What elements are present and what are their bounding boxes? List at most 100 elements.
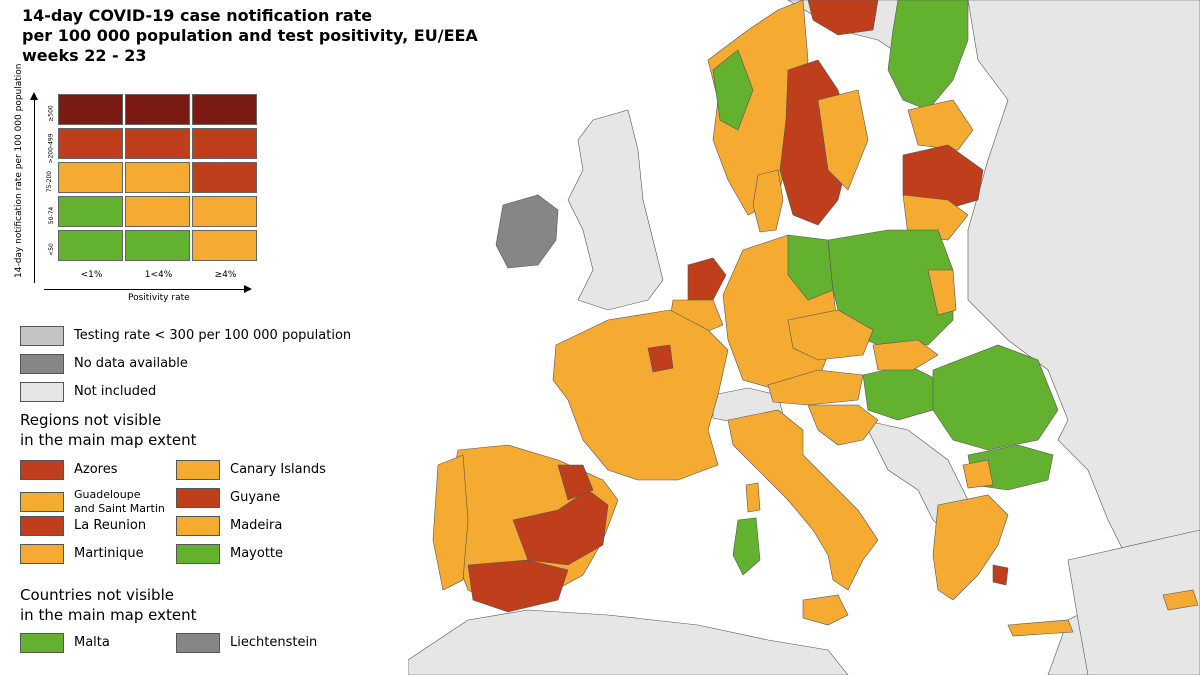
region-slovenia-croatia — [807, 404, 879, 446]
region-andalusia — [467, 559, 569, 613]
legend-item: Guyane — [176, 488, 280, 508]
region-slovakia — [872, 339, 939, 371]
europe-map — [408, 0, 1200, 675]
title-line-2: per 100 000 population and test positivi… — [22, 26, 478, 45]
region-spain-central — [512, 489, 609, 566]
matrix-cell — [192, 196, 257, 227]
legend-label: Malta — [74, 635, 110, 650]
region-netherlands — [687, 257, 727, 301]
y-tick: ≥500 — [47, 105, 55, 122]
matrix-cell — [125, 162, 190, 193]
legend-swatch — [20, 460, 64, 480]
region-ireland — [495, 194, 559, 269]
matrix-cell — [58, 230, 123, 261]
region-poland-east — [927, 269, 957, 316]
legend-swatch — [20, 633, 64, 653]
y-tick: >200-499 — [47, 133, 55, 164]
title-line-1: 14-day COVID-19 case notification rate — [22, 6, 373, 25]
legend-swatch — [20, 354, 64, 374]
matrix-cell — [125, 196, 190, 227]
matrix-cell — [125, 94, 190, 125]
y-tick: <50 — [47, 243, 55, 256]
matrix-cell — [192, 94, 257, 125]
region-aragon — [557, 464, 594, 501]
legend-item: Mayotte — [176, 544, 283, 564]
legend-label: Azores — [74, 462, 118, 477]
region-cyprus — [1162, 589, 1199, 611]
region-norway-north — [712, 49, 754, 131]
region-sicily — [802, 594, 849, 626]
map-title: 14-day COVID-19 case notification rate p… — [22, 6, 478, 66]
matrix-cell — [58, 128, 123, 159]
region-ile-de-france — [647, 344, 674, 373]
legend-swatch — [20, 326, 64, 346]
region-hungary — [862, 364, 939, 421]
region-germany-north-east — [787, 234, 834, 301]
y-tick: 50-74 — [48, 206, 56, 225]
x-axis-arrow — [44, 289, 246, 290]
legend-item: Azores — [20, 460, 118, 480]
countries-heading-line-1: Countries not visible — [20, 586, 174, 604]
region-sweden-east — [817, 89, 869, 191]
title-line-3: weeks 22 - 23 — [22, 46, 147, 65]
landmass-uk — [567, 109, 664, 311]
regions-heading: Regions not visible in the main map exte… — [20, 410, 197, 450]
rate-positivity-matrix: 14-day notification rate per 100 000 pop… — [0, 63, 280, 313]
legend-swatch — [176, 633, 220, 653]
y-axis-title: 14-day notification rate per 100 000 pop… — [14, 63, 24, 278]
matrix-cell — [58, 162, 123, 193]
matrix-cell — [192, 162, 257, 193]
matrix-cell — [192, 128, 257, 159]
legend-label: Mayotte — [230, 546, 284, 561]
region-portugal — [432, 454, 469, 591]
legend-swatch — [176, 544, 220, 564]
matrix-cell — [192, 230, 257, 261]
y-arrow-head-icon — [30, 92, 38, 100]
region-italy — [727, 409, 879, 591]
legend-label: Testing rate < 300 per 100 000 populatio… — [74, 328, 352, 343]
landmass-north-africa — [408, 609, 849, 675]
region-corsica — [745, 482, 761, 513]
region-bulgaria-west — [962, 459, 994, 489]
legend-swatch — [176, 516, 220, 536]
legend-swatch — [176, 460, 220, 480]
legend-item: Malta — [20, 633, 110, 653]
region-sweden-north — [807, 0, 879, 36]
legend-item: Madeira — [176, 516, 282, 536]
legend-item: La Reunion — [20, 516, 146, 536]
legend-label: No data available — [74, 356, 188, 371]
legend-swatch — [20, 516, 64, 536]
y-tick: 75-200 — [46, 170, 54, 193]
region-romania — [932, 344, 1059, 451]
legend-swatch — [20, 544, 64, 564]
legend-label: La Reunion — [74, 518, 147, 533]
region-greece — [932, 494, 1009, 601]
legend-item: Martinique — [20, 544, 144, 564]
regions-heading-line-1: Regions not visible — [20, 411, 162, 429]
matrix-cell — [125, 230, 190, 261]
legend-swatch — [20, 382, 64, 402]
matrix-cell — [125, 128, 190, 159]
legend-label: Madeira — [230, 518, 283, 533]
matrix-cell — [58, 94, 123, 125]
region-finland-south — [907, 99, 974, 151]
legend-item: Liechtenstein — [176, 633, 317, 653]
legend-label: Liechtenstein — [230, 635, 318, 650]
x-tick: ≥4% — [214, 270, 237, 280]
region-attica — [992, 564, 1009, 586]
legend-swatch — [20, 492, 64, 512]
region-finland — [887, 0, 969, 111]
legend-testing-rate: Testing rate < 300 per 100 000 populatio… — [20, 326, 351, 346]
landmass-not-included-east — [967, 0, 1200, 675]
legend-label: Martinique — [74, 546, 144, 561]
x-tick: 1<4% — [144, 270, 173, 280]
countries-heading-line-2: in the main map extent — [20, 606, 197, 624]
region-crete — [1007, 619, 1074, 637]
legend-item: Guadeloupe and Saint Martin — [20, 488, 165, 516]
x-arrow-head-icon — [244, 285, 252, 293]
legend-item: Canary Islands — [176, 460, 326, 480]
legend-label: Canary Islands — [230, 462, 326, 477]
region-denmark — [752, 169, 784, 233]
region-sardinia — [732, 517, 761, 576]
region-lithuania — [902, 194, 969, 241]
